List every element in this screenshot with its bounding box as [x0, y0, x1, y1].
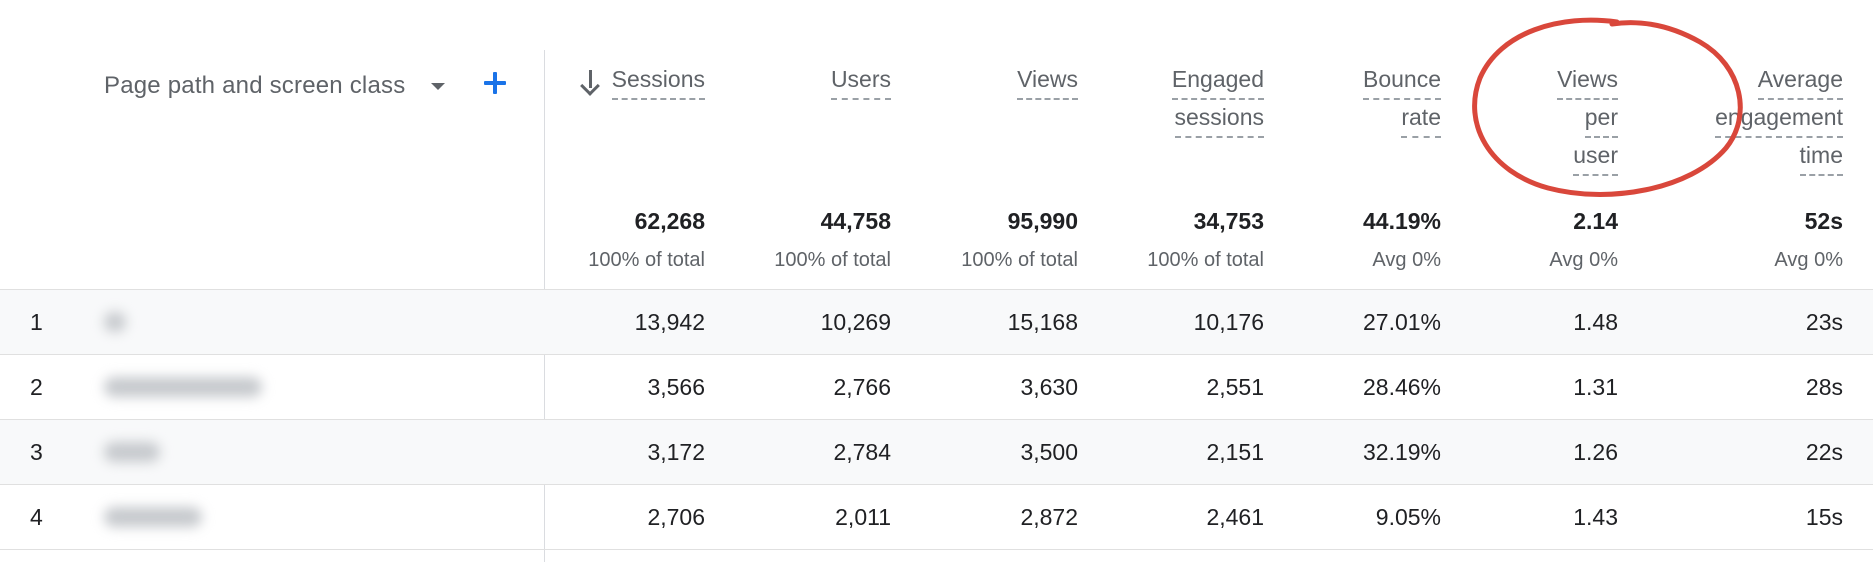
table-row[interactable]: 4 2,706 2,011 2,872 2,461 9.05% 1.43 15s	[0, 485, 1873, 549]
total-sub-views: 100% of total	[961, 249, 1078, 271]
cell-sessions: 3,172	[647, 439, 705, 465]
dimension-column: Page path and screen class	[0, 0, 545, 562]
cell-users: 2,011	[835, 504, 891, 530]
cell-views-per-user: 1.48	[1573, 309, 1618, 335]
total-average-engagement-time: 52s	[1804, 208, 1843, 234]
cell-engaged-sessions: 2,151	[1206, 439, 1264, 465]
row-index: 4	[30, 504, 43, 530]
cell-views-per-user: 1.43	[1573, 504, 1618, 530]
table-row[interactable]: 3 3,172 2,784 3,500 2,151 32.19% 1.26 22…	[0, 420, 1873, 484]
cell-bounce-rate: 28.46%	[1362, 374, 1441, 400]
cell-average-engagement-time: 28s	[1805, 374, 1843, 400]
header-bounce-rate[interactable]: Bounce rate	[1362, 62, 1441, 138]
total-sub-users: 100% of total	[774, 249, 891, 271]
cell-views: 3,500	[1020, 439, 1078, 465]
header-sessions[interactable]: Sessions	[580, 62, 705, 100]
cell-average-engagement-time: 23s	[1805, 309, 1843, 335]
cell-users: 2,766	[833, 374, 891, 400]
total-views: 95,990	[1007, 208, 1078, 234]
table-row[interactable]: 2 3,566 2,766 3,630 2,551 28.46% 1.31 28…	[0, 355, 1873, 419]
cell-views: 2,872	[1020, 504, 1078, 530]
cell-engaged-sessions: 2,551	[1206, 374, 1264, 400]
total-sub-bounce-rate: Avg 0%	[1372, 249, 1441, 271]
cell-engaged-sessions: 2,461	[1206, 504, 1264, 530]
row-divider	[0, 419, 1873, 420]
plus-icon[interactable]	[478, 66, 512, 100]
row-index: 2	[30, 374, 43, 400]
arrow-down-icon[interactable]	[580, 69, 602, 93]
total-sub-views-per-user: Avg 0%	[1549, 249, 1618, 271]
header-average-engagement-time[interactable]: Average engagement time	[1715, 62, 1843, 176]
cell-bounce-rate: 27.01%	[1362, 309, 1441, 335]
dimension-label[interactable]: Page path and screen class	[104, 72, 406, 99]
cell-views: 3,630	[1020, 374, 1078, 400]
cell-users: 10,269	[820, 309, 891, 335]
header-engaged-sessions[interactable]: Engaged sessions	[1171, 62, 1264, 138]
total-sub-engaged-sessions: 100% of total	[1147, 249, 1264, 271]
cell-views: 15,168	[1007, 309, 1078, 335]
row-divider	[0, 354, 1873, 355]
cell-views-per-user: 1.31	[1573, 374, 1618, 400]
header-views-per-user[interactable]: Views per user	[1557, 62, 1618, 176]
total-bounce-rate: 44.19%	[1362, 208, 1441, 234]
row-divider	[0, 549, 1873, 550]
header-divider	[0, 289, 1873, 290]
row-index: 3	[30, 439, 43, 465]
cell-average-engagement-time: 22s	[1805, 439, 1843, 465]
total-sub-sessions: 100% of total	[588, 249, 705, 271]
cell-engaged-sessions: 10,176	[1193, 309, 1264, 335]
redacted-page-path[interactable]	[104, 442, 160, 462]
header-users[interactable]: Users	[830, 62, 891, 100]
header-views[interactable]: Views	[1017, 62, 1078, 100]
total-engaged-sessions: 34,753	[1193, 208, 1264, 234]
cell-views-per-user: 1.26	[1573, 439, 1618, 465]
cell-bounce-rate: 9.05%	[1375, 504, 1441, 530]
total-views-per-user: 2.14	[1573, 208, 1618, 234]
cell-users: 2,784	[833, 439, 891, 465]
redacted-page-path[interactable]	[104, 507, 202, 527]
caret-down-icon[interactable]	[431, 82, 446, 90]
cell-sessions: 13,942	[634, 309, 705, 335]
cell-sessions: 3,566	[647, 374, 705, 400]
table-row[interactable]: 1 13,942 10,269 15,168 10,176 27.01% 1.4…	[0, 290, 1873, 354]
redacted-page-path[interactable]	[104, 312, 126, 332]
dimension-header[interactable]: Page path and screen class	[104, 72, 446, 100]
total-sub-average-engagement-time: Avg 0%	[1774, 249, 1843, 271]
row-divider	[0, 484, 1873, 485]
row-index: 1	[30, 309, 43, 335]
redacted-page-path[interactable]	[104, 377, 262, 397]
total-users: 44,758	[820, 208, 891, 234]
total-sessions: 62,268	[634, 208, 705, 234]
cell-average-engagement-time: 15s	[1805, 504, 1843, 530]
cell-sessions: 2,706	[647, 504, 705, 530]
cell-bounce-rate: 32.19%	[1362, 439, 1441, 465]
